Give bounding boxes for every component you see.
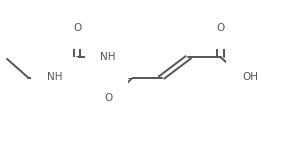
Text: O: O <box>104 93 112 103</box>
Text: OH: OH <box>242 73 258 82</box>
Text: NH: NH <box>100 52 116 62</box>
Text: NH: NH <box>47 73 63 82</box>
Text: O: O <box>216 23 225 33</box>
Text: O: O <box>73 23 81 33</box>
